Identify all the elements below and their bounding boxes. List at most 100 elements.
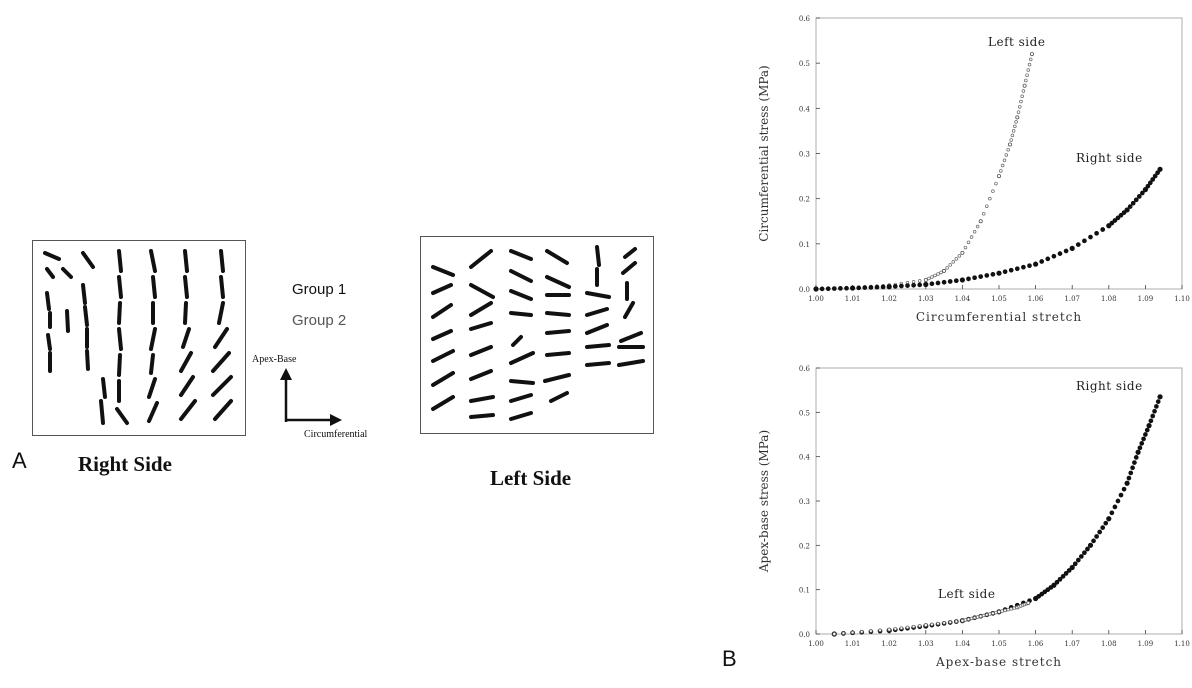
fiber-stroke <box>147 377 157 399</box>
data-point <box>1039 591 1045 597</box>
fiber-stroke <box>43 251 61 261</box>
x-tick-label: 1.08 <box>1101 640 1117 648</box>
fiber-stroke <box>509 379 535 385</box>
data-point <box>1143 432 1148 437</box>
apex-base-label: Apex-Base <box>252 354 297 365</box>
fiber-stroke <box>585 307 609 317</box>
x-tick-label: 1.09 <box>1138 640 1154 648</box>
circumferential-stress-chart: 1.00 1.01 1.02 1.03 1.04 1.05 1.06 1.07 1.08 1.09… <box>757 15 1190 324</box>
data-point <box>1150 177 1156 182</box>
fiber-stroke <box>509 311 533 317</box>
fiber-stroke <box>149 327 157 351</box>
y-axis-label: Circumferential stress (MPa) <box>757 65 771 241</box>
apex-base-arrowhead <box>280 368 292 380</box>
data-point <box>1147 180 1153 186</box>
data-point <box>933 273 937 278</box>
data-point <box>1032 261 1039 267</box>
data-point <box>1003 608 1007 613</box>
fiber-stroke <box>469 301 493 317</box>
data-point <box>930 622 934 627</box>
data-point <box>1124 480 1130 486</box>
data-point <box>1075 242 1081 247</box>
data-point <box>911 282 916 288</box>
fiber-stroke <box>469 395 495 403</box>
left-side-fiber-strokes <box>431 245 645 421</box>
data-point <box>960 250 965 255</box>
y-tick-label: 0.2 <box>799 196 810 204</box>
right-side-fiber-strokes <box>43 249 233 425</box>
data-point <box>1045 256 1051 262</box>
data-point <box>972 230 977 234</box>
fiber-stroke <box>117 301 122 325</box>
x-tick-label: 1.10 <box>1174 640 1190 648</box>
data-point <box>972 615 977 620</box>
fiber-stroke <box>45 267 55 279</box>
data-point <box>1063 571 1069 576</box>
fiber-stroke <box>117 275 123 299</box>
fiber-stroke <box>81 251 95 269</box>
data-point <box>1060 574 1066 579</box>
data-point <box>1027 62 1032 67</box>
data-point <box>1017 105 1022 109</box>
data-point <box>935 280 941 286</box>
data-point <box>1133 197 1139 203</box>
data-point <box>1027 263 1032 269</box>
data-point <box>1103 520 1109 526</box>
y-tick-label: 0.4 <box>799 454 811 462</box>
x-tick-label: 1.03 <box>918 640 934 648</box>
fiber-stroke <box>585 291 611 299</box>
plot-frame <box>815 367 1183 635</box>
data-point <box>1013 124 1017 129</box>
data-point <box>1016 110 1021 114</box>
data-point <box>1142 187 1148 193</box>
data-point <box>1152 408 1157 414</box>
data-point <box>1121 210 1127 215</box>
fiber-stroke <box>117 327 123 351</box>
y-tick-label: 0.1 <box>799 241 810 249</box>
data-point <box>899 283 904 289</box>
data-point <box>996 270 1002 276</box>
data-point <box>1087 542 1094 548</box>
x-tick-label: 1.00 <box>808 295 824 303</box>
data-point <box>978 219 983 224</box>
data-point <box>1152 173 1158 179</box>
data-point <box>838 286 843 291</box>
data-point <box>1155 399 1161 404</box>
x-tick-label: 1.04 <box>955 295 971 303</box>
data-point <box>1014 266 1020 272</box>
data-point <box>994 610 998 615</box>
data-point <box>1014 120 1018 124</box>
data-point <box>953 278 959 284</box>
data-point <box>1051 582 1057 588</box>
fiber-stroke <box>117 353 122 377</box>
fiber-stroke <box>545 249 569 265</box>
data-point <box>1139 441 1145 446</box>
data-point <box>923 623 928 628</box>
data-point <box>1133 455 1139 460</box>
data-point <box>1000 609 1004 613</box>
fiber-stroke <box>219 249 225 273</box>
fiber-stroke <box>549 391 569 403</box>
fiber-stroke <box>545 275 571 289</box>
data-point <box>869 629 873 633</box>
data-point <box>1000 163 1005 168</box>
data-point <box>1057 576 1063 582</box>
x-tick-label: 1.02 <box>881 295 897 303</box>
y-tick-label: 0.3 <box>799 498 810 506</box>
data-point <box>1097 529 1102 535</box>
data-point <box>984 273 990 278</box>
data-point <box>945 266 949 270</box>
data-point <box>844 285 849 291</box>
data-point <box>1100 227 1106 232</box>
data-point <box>966 617 971 621</box>
data-point <box>899 626 904 630</box>
fiber-stroke <box>509 411 533 421</box>
data-point <box>850 285 856 291</box>
x-tick-label: 1.09 <box>1138 295 1154 303</box>
data-point <box>859 630 864 634</box>
y-axis-label: Apex-base stress (MPa) <box>757 430 771 573</box>
x-tick-label: 1.01 <box>845 295 861 303</box>
data-point <box>1066 568 1072 573</box>
fiber-stroke <box>469 283 495 299</box>
circumferential-label: Circumferential <box>304 429 368 440</box>
